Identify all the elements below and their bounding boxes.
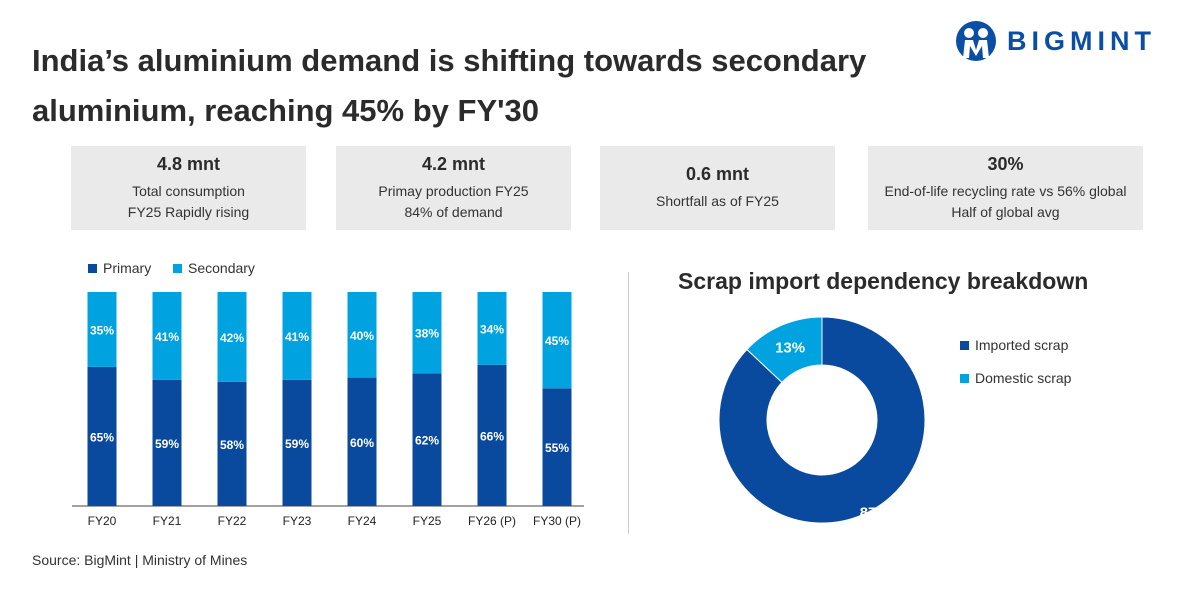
bar-secondary (477, 292, 507, 365)
x-tick-label: FY22 (218, 514, 247, 528)
legend-swatch (960, 340, 969, 350)
legend-label: Primary (103, 260, 152, 276)
bar-data-label: 59% (285, 437, 309, 451)
bar-data-label: 62% (415, 434, 439, 448)
stacked-bar-chart: 65% 35% FY20 59% 41% FY21 58% 42% FY22 59% 41% FY23… (72, 292, 584, 528)
donut-slice-imported-scrap (718, 316, 926, 524)
kpi-label: Shortfall as of FY25 (656, 193, 779, 209)
bar-data-label: 58% (220, 438, 244, 452)
kpi-label: FY25 Rapidly rising (127, 203, 250, 220)
donut-slice-domestic-scrap (746, 316, 823, 384)
x-tick-label: FY20 (88, 514, 117, 528)
legend-label: Domestic scrap (975, 370, 1072, 386)
bar-secondary (412, 292, 442, 374)
bar-primary (282, 379, 312, 506)
kpi-value: 0.6 mnt (685, 164, 750, 184)
legend-swatch (960, 373, 969, 383)
source-note: Source: BigMint | Ministry of Mines (32, 552, 248, 568)
x-tick-label: FY21 (153, 514, 182, 528)
bigmint-logo: BIGMINT (955, 20, 1156, 62)
kpi-label: Total consumption (132, 182, 245, 199)
kpi-card-recycling-rate: 30% End-of-life recycling rate vs 56% gl… (868, 146, 1143, 230)
bar-secondary (282, 292, 312, 380)
bar-data-label: 65% (90, 430, 114, 444)
divider (628, 272, 629, 534)
bar-primary (477, 364, 507, 506)
legend-label: Imported scrap (975, 337, 1069, 353)
kpi-value: 4.2 mnt (421, 153, 486, 174)
kpi-label: Half of global avg (951, 203, 1060, 220)
bar-data-label: 60% (350, 436, 374, 450)
kpi-label: End-of-life recycling rate vs 56% global (884, 182, 1127, 199)
slice-data-label: 87% (860, 505, 890, 522)
bar-data-label: 38% (415, 327, 439, 341)
kpi-card-primary-production: 4.2 mnt Primay production FY25 84% of de… (336, 146, 571, 230)
bar-data-label: 42% (220, 331, 244, 345)
bar-primary (412, 373, 442, 506)
kpi-card-total-consumption: 4.8 mnt Total consumption FY25 Rapidly r… (71, 146, 306, 230)
kpi-label: Primay production FY25 (378, 182, 529, 199)
legend-domestic-scrap: Domestic scrap (960, 370, 1071, 386)
bar-data-label: 34% (480, 322, 504, 336)
bar-data-label: 40% (350, 329, 374, 343)
bar-data-label: 59% (155, 437, 179, 451)
kpi-value: 30% (987, 153, 1024, 174)
x-tick-label: FY30 (P) (533, 514, 581, 528)
kpi-value: 4.8 mnt (156, 153, 221, 174)
bar-secondary (542, 292, 572, 389)
x-tick-label: FY23 (283, 514, 312, 528)
bar-secondary (87, 292, 117, 367)
bar-primary (217, 381, 247, 506)
bar-primary (347, 377, 377, 506)
bar-data-label: 55% (545, 441, 569, 455)
slice-data-label: 13% (775, 339, 805, 356)
legend-imported-scrap: Imported scrap (960, 337, 1068, 353)
donut-chart: 87% 13% (718, 316, 926, 524)
kpi-label: 84% of demand (404, 203, 503, 220)
bar-secondary (152, 292, 182, 380)
kpi-card-shortfall: 0.6 mnt Shortfall as of FY25 (600, 146, 835, 230)
x-tick-label: FY24 (348, 514, 377, 528)
bar-data-label: 66% (480, 429, 504, 443)
donut-title: Scrap import dependency breakdown (678, 268, 1089, 294)
bar-primary (542, 388, 572, 506)
bar-data-label: 41% (285, 330, 309, 344)
legend-swatch (173, 263, 182, 273)
x-tick-label: FY25 (413, 514, 442, 528)
legend-secondary: Secondary (173, 260, 255, 276)
x-tick-label: FY26 (P) (468, 514, 516, 528)
legend-swatch (88, 263, 97, 273)
bar-data-label: 45% (545, 334, 569, 348)
bar-data-label: 41% (155, 330, 179, 344)
page-title: India’s aluminium demand is shifting tow… (32, 43, 867, 128)
bar-primary (152, 379, 182, 506)
logo-icon (956, 21, 996, 61)
bar-primary (87, 366, 117, 506)
bar-secondary (347, 292, 377, 378)
bar-data-label: 35% (90, 323, 114, 337)
bar-secondary (217, 292, 247, 382)
legend-label: Secondary (188, 260, 255, 276)
legend-primary: Primary (88, 260, 151, 276)
logo-text: BIGMINT (1007, 25, 1156, 56)
